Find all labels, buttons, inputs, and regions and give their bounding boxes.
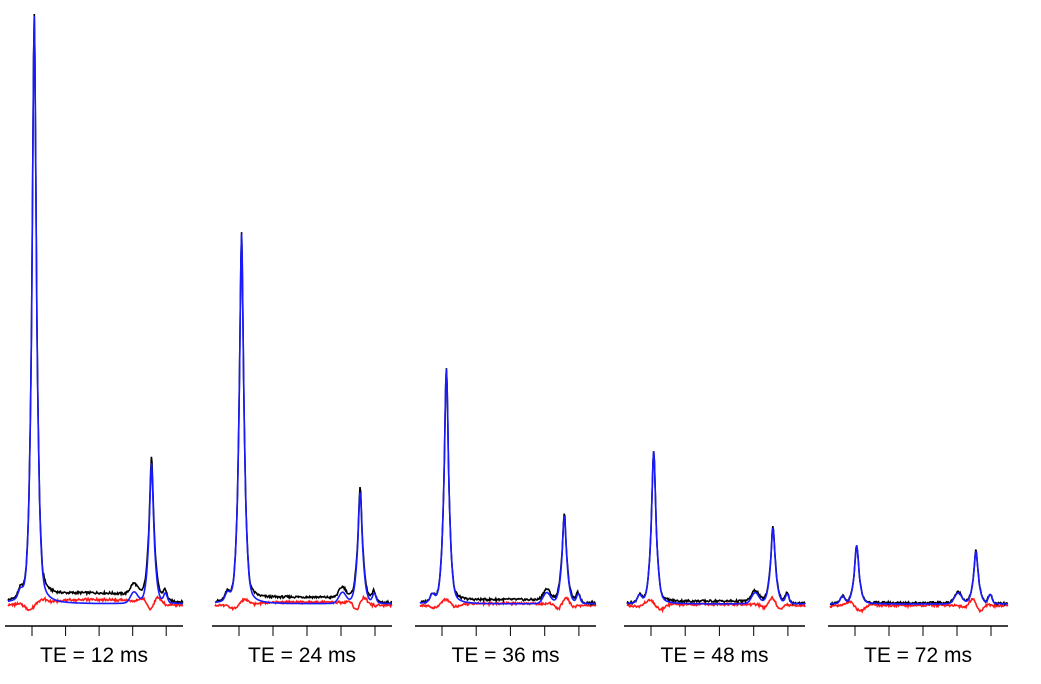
spectra-traces bbox=[7, 13, 1009, 614]
spectrum-panel-5 bbox=[829, 545, 1009, 614]
te-label-1: TE = 12 ms bbox=[40, 644, 148, 667]
fit-line-5 bbox=[830, 545, 1008, 605]
spectrum-panel-1 bbox=[7, 13, 184, 612]
panel-axes bbox=[5, 625, 1008, 636]
spectrum-panel-2 bbox=[214, 232, 393, 612]
residual-line-5 bbox=[829, 597, 1009, 614]
fit-line-3 bbox=[420, 368, 596, 605]
te-label-4: TE = 48 ms bbox=[661, 644, 769, 667]
fit-line-2 bbox=[214, 233, 392, 605]
fit-line-1 bbox=[7, 15, 183, 605]
te-label-3: TE = 36 ms bbox=[452, 644, 560, 667]
fit-line-4 bbox=[627, 451, 805, 605]
te-label-2: TE = 24 ms bbox=[248, 644, 356, 667]
measured-line-1 bbox=[7, 13, 184, 605]
te-label-5: TE = 72 ms bbox=[864, 644, 972, 667]
residual-line-1 bbox=[7, 595, 184, 612]
residual-line-2 bbox=[214, 594, 393, 612]
panel-labels: TE = 12 ms TE = 24 ms TE = 36 ms TE = 48 ms… bbox=[40, 644, 972, 667]
measured-line-2 bbox=[214, 232, 393, 605]
spectrum-panel-3 bbox=[419, 368, 597, 612]
measured-line-4 bbox=[626, 451, 806, 606]
measured-line-3 bbox=[419, 368, 597, 606]
spectrum-panel-4 bbox=[626, 451, 806, 614]
